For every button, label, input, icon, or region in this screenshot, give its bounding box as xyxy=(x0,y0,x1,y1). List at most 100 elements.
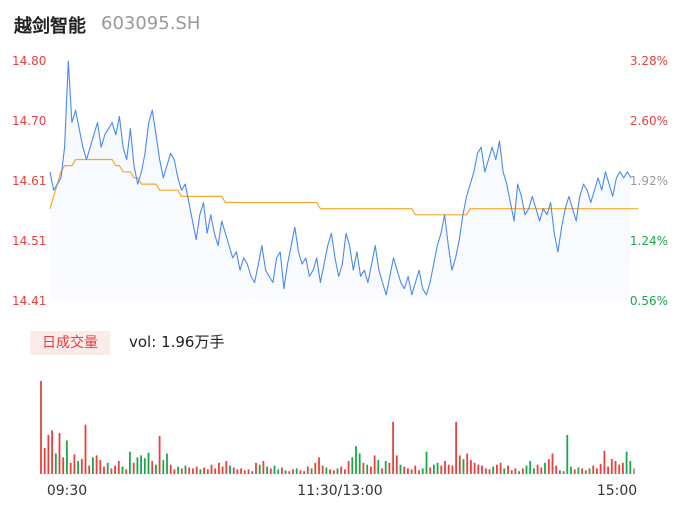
volume-value: 1.96万手 xyxy=(161,333,225,351)
volume-bar xyxy=(266,466,268,474)
volume-bar xyxy=(110,468,113,474)
volume-bar xyxy=(329,469,331,475)
volume-bar xyxy=(499,462,502,474)
volume-bar xyxy=(421,468,424,474)
volume-bar xyxy=(80,459,83,474)
y-tick-left: 14.70 xyxy=(12,114,46,128)
volume-tab[interactable]: 日成交量 xyxy=(30,331,110,355)
price-line xyxy=(49,60,632,296)
volume-bar xyxy=(425,451,428,474)
volume-bar xyxy=(633,468,635,474)
volume-bar xyxy=(43,448,46,474)
volume-bar xyxy=(295,468,298,474)
volume-bar xyxy=(592,465,595,474)
volume-bar xyxy=(455,421,457,474)
volume-bar xyxy=(258,464,261,474)
volume-bar xyxy=(362,462,365,474)
volume-bar xyxy=(225,461,228,474)
volume-bar xyxy=(277,469,280,475)
volume-bar xyxy=(566,434,569,474)
volume-bar xyxy=(188,467,191,474)
volume-bar xyxy=(151,461,154,474)
volume-bar xyxy=(429,467,432,474)
volume-bar xyxy=(403,466,406,474)
volume-bar xyxy=(92,457,94,474)
volume-bar xyxy=(625,451,628,474)
volume-bar xyxy=(288,471,291,474)
volume-bar xyxy=(95,455,98,474)
volume-bar xyxy=(414,465,417,474)
volume-bar xyxy=(166,453,168,474)
volume-bar xyxy=(496,464,498,474)
price-fill xyxy=(50,61,631,301)
volume-bar xyxy=(477,464,480,474)
volume-bar xyxy=(392,421,394,474)
x-tick-label: 15:00 xyxy=(597,483,637,499)
volume-bar xyxy=(210,464,213,474)
volume-bar xyxy=(325,467,328,474)
volume-bar xyxy=(184,465,187,474)
volume-bar xyxy=(536,464,539,474)
volume-bar xyxy=(603,450,606,475)
volume-bar xyxy=(607,466,609,474)
volume-bar xyxy=(240,468,242,474)
volume-bar xyxy=(618,464,621,474)
volume-bar xyxy=(544,462,546,474)
volume-bar xyxy=(147,452,150,474)
volume-bar xyxy=(247,469,250,475)
volume-bar xyxy=(58,433,61,474)
volume-bar xyxy=(199,469,202,475)
volume-bar xyxy=(84,424,87,474)
volume-bar xyxy=(162,460,165,474)
volume-bar xyxy=(351,457,354,474)
volume-bar xyxy=(292,469,294,475)
volume-bar xyxy=(73,454,76,474)
volume-bar xyxy=(284,470,287,474)
volume-bar xyxy=(218,462,220,474)
volume-bar xyxy=(533,468,535,474)
volume-bar xyxy=(180,468,183,474)
volume-bar xyxy=(206,469,209,475)
volume-bar xyxy=(399,464,402,474)
volume-bar xyxy=(140,455,142,474)
y-tick-left: 14.61 xyxy=(12,174,46,188)
y-tick-right: 0.56% xyxy=(630,294,668,308)
volume-bar xyxy=(192,468,194,474)
volume-bar xyxy=(488,469,491,475)
volume-bar xyxy=(121,466,124,474)
volume-bar xyxy=(588,468,591,474)
volume-bar xyxy=(66,440,68,474)
volume-bar xyxy=(366,464,369,474)
volume-bar xyxy=(347,461,350,474)
volume-bar xyxy=(273,465,276,474)
volume-bar xyxy=(581,468,583,474)
volume-bar xyxy=(395,455,398,474)
volume-bar xyxy=(243,470,246,474)
volume-bar xyxy=(447,464,450,474)
y-tick-left: 14.41 xyxy=(12,294,46,308)
volume-bar xyxy=(577,467,580,474)
volume-bar xyxy=(114,465,116,474)
volume-bar xyxy=(336,468,339,474)
volume-bar xyxy=(177,466,179,474)
volume-bar xyxy=(136,457,139,474)
volume-bar xyxy=(132,462,135,474)
volume-bar xyxy=(462,459,465,474)
volume-bar xyxy=(484,468,487,474)
volume-bar xyxy=(551,453,554,474)
volume-bar xyxy=(229,465,231,474)
volume-bar xyxy=(332,470,335,474)
y-tick-right: 2.60% xyxy=(630,114,668,128)
y-tick-right: 1.92% xyxy=(630,174,668,188)
volume-bar xyxy=(221,466,224,474)
volume-bar xyxy=(492,466,495,474)
volume-bar xyxy=(125,469,128,475)
y-tick-right: 1.24% xyxy=(630,234,668,248)
volume-bar xyxy=(155,464,157,474)
volume-prefix: vol: xyxy=(129,333,157,351)
volume-bar xyxy=(143,458,146,474)
volume-bar xyxy=(559,470,561,474)
volume-bar xyxy=(596,468,598,474)
volume-bar xyxy=(314,462,317,474)
volume-bar xyxy=(436,462,439,474)
